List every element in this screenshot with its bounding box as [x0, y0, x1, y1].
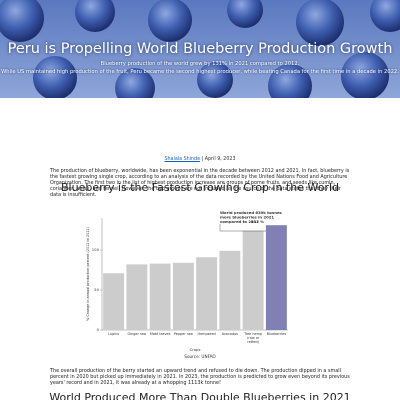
article-title: Peru is Propelling World Blueberry Produ… [7, 41, 393, 57]
annotation-line: World produced 630k tonnes [220, 210, 283, 215]
data-label: 131 % [251, 219, 264, 224]
x-tick-label: Ginger raw [127, 332, 147, 336]
x-tick-label: Blueberries [266, 332, 286, 336]
annotation: World produced 630k tonnes more blueberri… [220, 210, 283, 224]
author-link[interactable]: Shalala Shinde [164, 157, 201, 162]
y-tick-label: 100 [92, 247, 100, 252]
x-tick-label: Tree hemp (raw or retted) [244, 332, 263, 344]
y-axis-label: % Change in annual production percent (2… [86, 226, 90, 321]
chart-title: Blueberry is the Fastest Growing Crop in… [61, 181, 339, 194]
x-tick-label: Avocados [221, 332, 238, 336]
chart: 0 50 100% Change in annual production perc… [86, 210, 288, 359]
subtitle: While US maintained high production of t… [1, 69, 399, 75]
x-tick-label: Hempseed [197, 332, 216, 336]
x-tick-label: Maté leaves [149, 332, 171, 336]
hero-image [0, 0, 400, 98]
bar [172, 262, 194, 330]
bar [103, 273, 125, 330]
bar [126, 264, 148, 330]
date: April 9, 2023 [204, 157, 236, 162]
bar [149, 263, 171, 330]
annotation-line: compared to 2012 [220, 219, 259, 224]
annotation-line: more blueberries in 2021 [220, 214, 274, 219]
byline: Shalala Shinde | April 9, 2023 [164, 157, 236, 162]
y-tick-label: 0 [97, 327, 100, 332]
bar [242, 230, 264, 330]
x-tick-label: Lupins [108, 332, 120, 336]
source: Source: UNFAO [184, 354, 216, 359]
x-axis-label: Crops [190, 347, 201, 352]
section-heading: World Produced More Than Double Blueberr… [49, 391, 351, 400]
bar [196, 257, 218, 330]
paragraph: The overall production of the berry star… [50, 368, 350, 387]
bar [219, 250, 241, 330]
bar [265, 225, 287, 330]
subtitle: Blueberry production of the world grew b… [100, 61, 300, 67]
y-tick-label: 50 [94, 287, 99, 292]
x-tick-label: Pepper raw [173, 332, 193, 336]
paragraph: The production of blueberry, worldwide, … [50, 168, 350, 199]
